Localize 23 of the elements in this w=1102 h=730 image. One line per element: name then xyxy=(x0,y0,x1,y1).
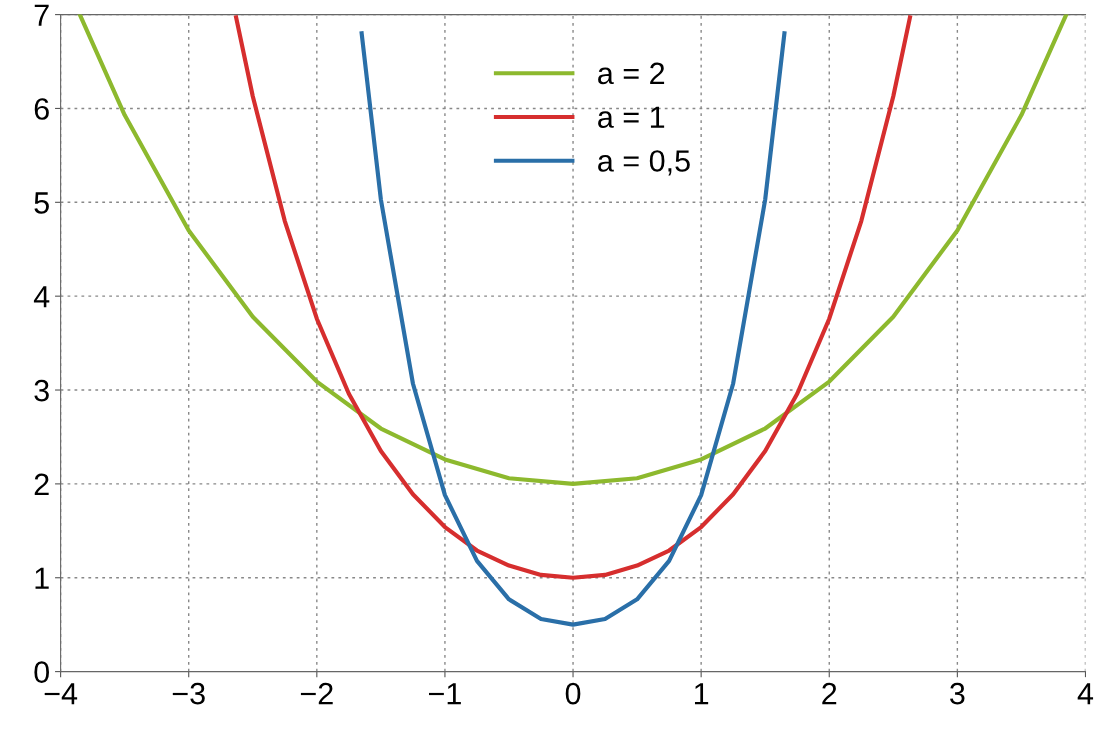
line-series xyxy=(359,31,787,627)
legend-label: a = 2 xyxy=(598,62,665,85)
x-tick-label: −2 xyxy=(300,682,333,705)
y-tick-label: 0 xyxy=(34,661,49,683)
legend-label: a = 0,5 xyxy=(598,150,690,176)
y-tick-label: 4 xyxy=(33,286,50,308)
y-tick-label: 1 xyxy=(35,567,49,589)
y-tick-label: 6 xyxy=(34,98,49,120)
y-tick-label: 2 xyxy=(34,473,49,495)
y-tick-label: 3 xyxy=(34,379,49,402)
x-tick-label: 1 xyxy=(694,683,709,705)
y-tick-label: 7 xyxy=(34,4,49,26)
line-series xyxy=(77,14,1069,486)
x-tick-label: 4 xyxy=(1077,683,1094,705)
x-tick-label: 2 xyxy=(822,682,837,705)
x-tick-label: −3 xyxy=(172,682,205,705)
x-tick-label: 3 xyxy=(950,682,965,705)
y-tick-label: 5 xyxy=(34,192,49,214)
x-tick-label: 0 xyxy=(565,682,581,705)
line-series xyxy=(234,15,913,580)
x-tick-label: −1 xyxy=(429,683,461,705)
legend-label: a = 1 xyxy=(598,106,665,129)
x-tick-label: −4 xyxy=(44,683,78,705)
